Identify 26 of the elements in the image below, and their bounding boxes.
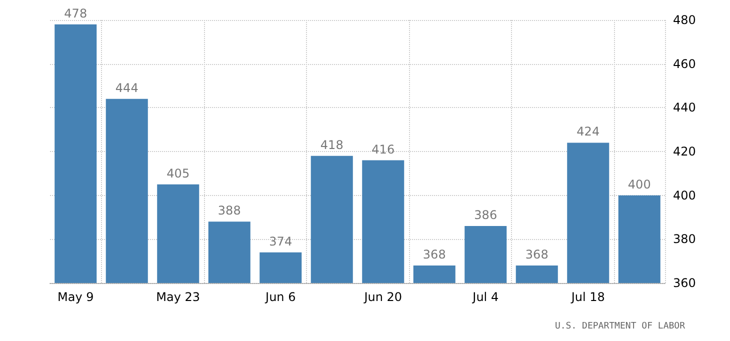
y-tick-label: 420 bbox=[673, 144, 696, 158]
data-label: 368 bbox=[525, 247, 548, 262]
data-label: 400 bbox=[628, 177, 651, 192]
data-label: 405 bbox=[166, 166, 190, 180]
data-label: 418 bbox=[320, 138, 344, 152]
y-tick-label: 440 bbox=[673, 100, 696, 115]
data-label: 374 bbox=[269, 234, 292, 248]
data-label: 416 bbox=[372, 142, 395, 156]
x-tick-label: May 23 bbox=[156, 290, 200, 304]
x-tick-label: Jun 6 bbox=[264, 290, 296, 304]
data-label: 368 bbox=[422, 247, 446, 262]
text: U.S. DEPARTMENT OF LABOR bbox=[554, 322, 686, 332]
y-tick-label: 480 bbox=[673, 13, 696, 27]
y-tick-label: 400 bbox=[673, 188, 696, 202]
data-label: 388 bbox=[218, 204, 241, 218]
data-label: 444 bbox=[115, 80, 138, 95]
x-tick-label: Jul 4 bbox=[472, 290, 499, 304]
x-tick-label: Jun 20 bbox=[363, 290, 402, 304]
data-label: 478 bbox=[64, 6, 88, 20]
y-tick-label: 380 bbox=[673, 232, 696, 246]
y-tick-label: 360 bbox=[673, 276, 696, 290]
data-label: 386 bbox=[474, 208, 498, 222]
y-tick-label: 460 bbox=[673, 56, 696, 71]
data-label: 424 bbox=[576, 124, 600, 139]
x-tick-label: May 9 bbox=[57, 290, 94, 304]
x-tick-label: Jul 18 bbox=[570, 290, 605, 304]
